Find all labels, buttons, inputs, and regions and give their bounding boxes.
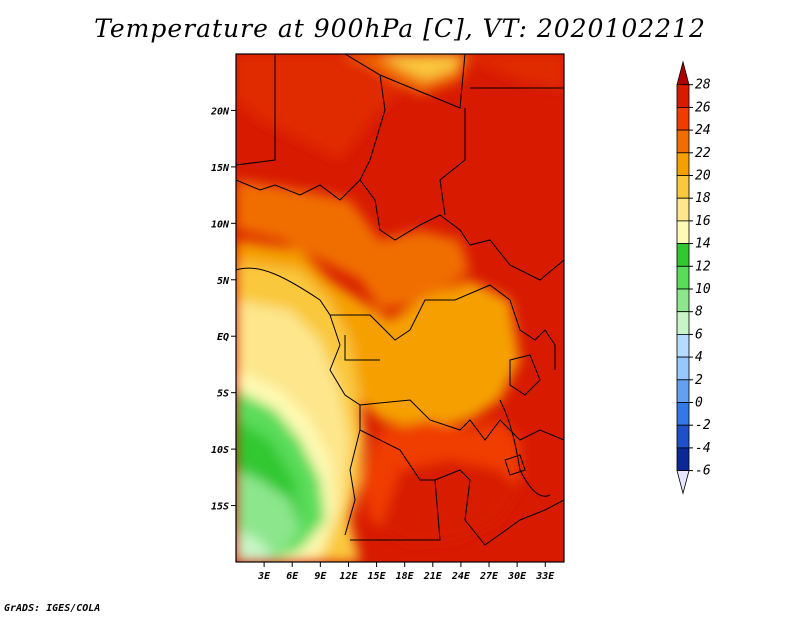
temperature-field	[236, 54, 564, 562]
map-frame	[235, 53, 565, 563]
colorbar-box	[676, 197, 690, 222]
colorbar-label: -4	[695, 441, 711, 456]
colorbar-label: -2	[695, 418, 711, 433]
colorbar-label: 6	[695, 327, 703, 342]
colorbar-label: 26	[695, 100, 711, 115]
colorbar-box	[676, 129, 690, 154]
x-tick-label: 24E	[451, 571, 471, 582]
y-axis: 20N 15N 10N 5N EQ 5S 10S 15S	[210, 106, 236, 513]
colorbar-label: 2	[695, 373, 703, 388]
x-tick-label: 33E	[535, 571, 555, 582]
x-tick-label: 12E	[339, 571, 358, 582]
colorbar-label: -6	[695, 464, 711, 479]
map-title: Temperature at 900hPa [C], VT: 202010221…	[94, 14, 706, 43]
y-tick-label: 5S	[217, 389, 229, 400]
colorbar-box	[676, 402, 690, 426]
y-tick-label: 15N	[211, 163, 230, 174]
colorbar-box	[676, 220, 690, 244]
colorbar-box	[676, 333, 690, 358]
colorbar-label: 22	[695, 146, 711, 161]
colorbar-box	[676, 84, 690, 108]
grads-credit: GrADS: IGES/COLA	[4, 603, 101, 614]
colorbar-label: 8	[695, 305, 703, 320]
x-tick-label: 30E	[507, 571, 527, 582]
colorbar-label: 20	[695, 169, 711, 184]
y-tick-label: 15S	[211, 502, 229, 513]
y-tick-label: 5N	[217, 276, 230, 287]
x-tick-label: 18E	[396, 571, 415, 582]
x-tick-label: 3E	[257, 571, 271, 582]
colorbar-box	[676, 311, 690, 335]
colorbar-label: 16	[695, 214, 711, 229]
colorbar-top-arrow	[676, 60, 690, 86]
colorbar-box	[676, 243, 690, 267]
x-tick-label: 21E	[423, 571, 443, 582]
colorbar-box	[676, 447, 690, 471]
colorbar-box	[676, 265, 690, 290]
x-tick-label: 9E	[314, 571, 327, 582]
country-borders	[236, 54, 564, 546]
x-tick-label: 15E	[368, 571, 387, 582]
x-tick-label: 6E	[286, 571, 299, 582]
colorbar-label: 10	[695, 282, 711, 297]
colorbar-label: 18	[695, 191, 711, 206]
colorbar-box	[676, 424, 690, 449]
colorbar-box	[676, 152, 690, 176]
colorbar-bottom-arrow	[676, 470, 690, 495]
colorbar-box	[676, 107, 690, 131]
colorbar-box	[676, 288, 690, 313]
x-axis: 3E 6E 9E 12E 15E 18E 21E 24E 27E 30E 33E	[257, 562, 555, 582]
x-tick-label: 27E	[479, 571, 499, 582]
colorbar-label: 4	[695, 350, 703, 365]
colorbar-label: 0	[695, 396, 703, 411]
y-tick-label: EQ	[217, 332, 229, 343]
colorbar-label: 24	[695, 123, 711, 138]
colorbar-box	[676, 356, 690, 381]
y-tick-label: 10N	[211, 219, 230, 230]
colorbar-label: 28	[695, 78, 711, 93]
colorbar-label: 12	[695, 259, 711, 274]
colorbar-box	[676, 379, 690, 403]
colorbar-label: 14	[695, 237, 711, 252]
y-tick-label: 20N	[210, 106, 230, 117]
colorbar-box	[676, 175, 690, 199]
y-tick-label: 10S	[211, 445, 229, 456]
